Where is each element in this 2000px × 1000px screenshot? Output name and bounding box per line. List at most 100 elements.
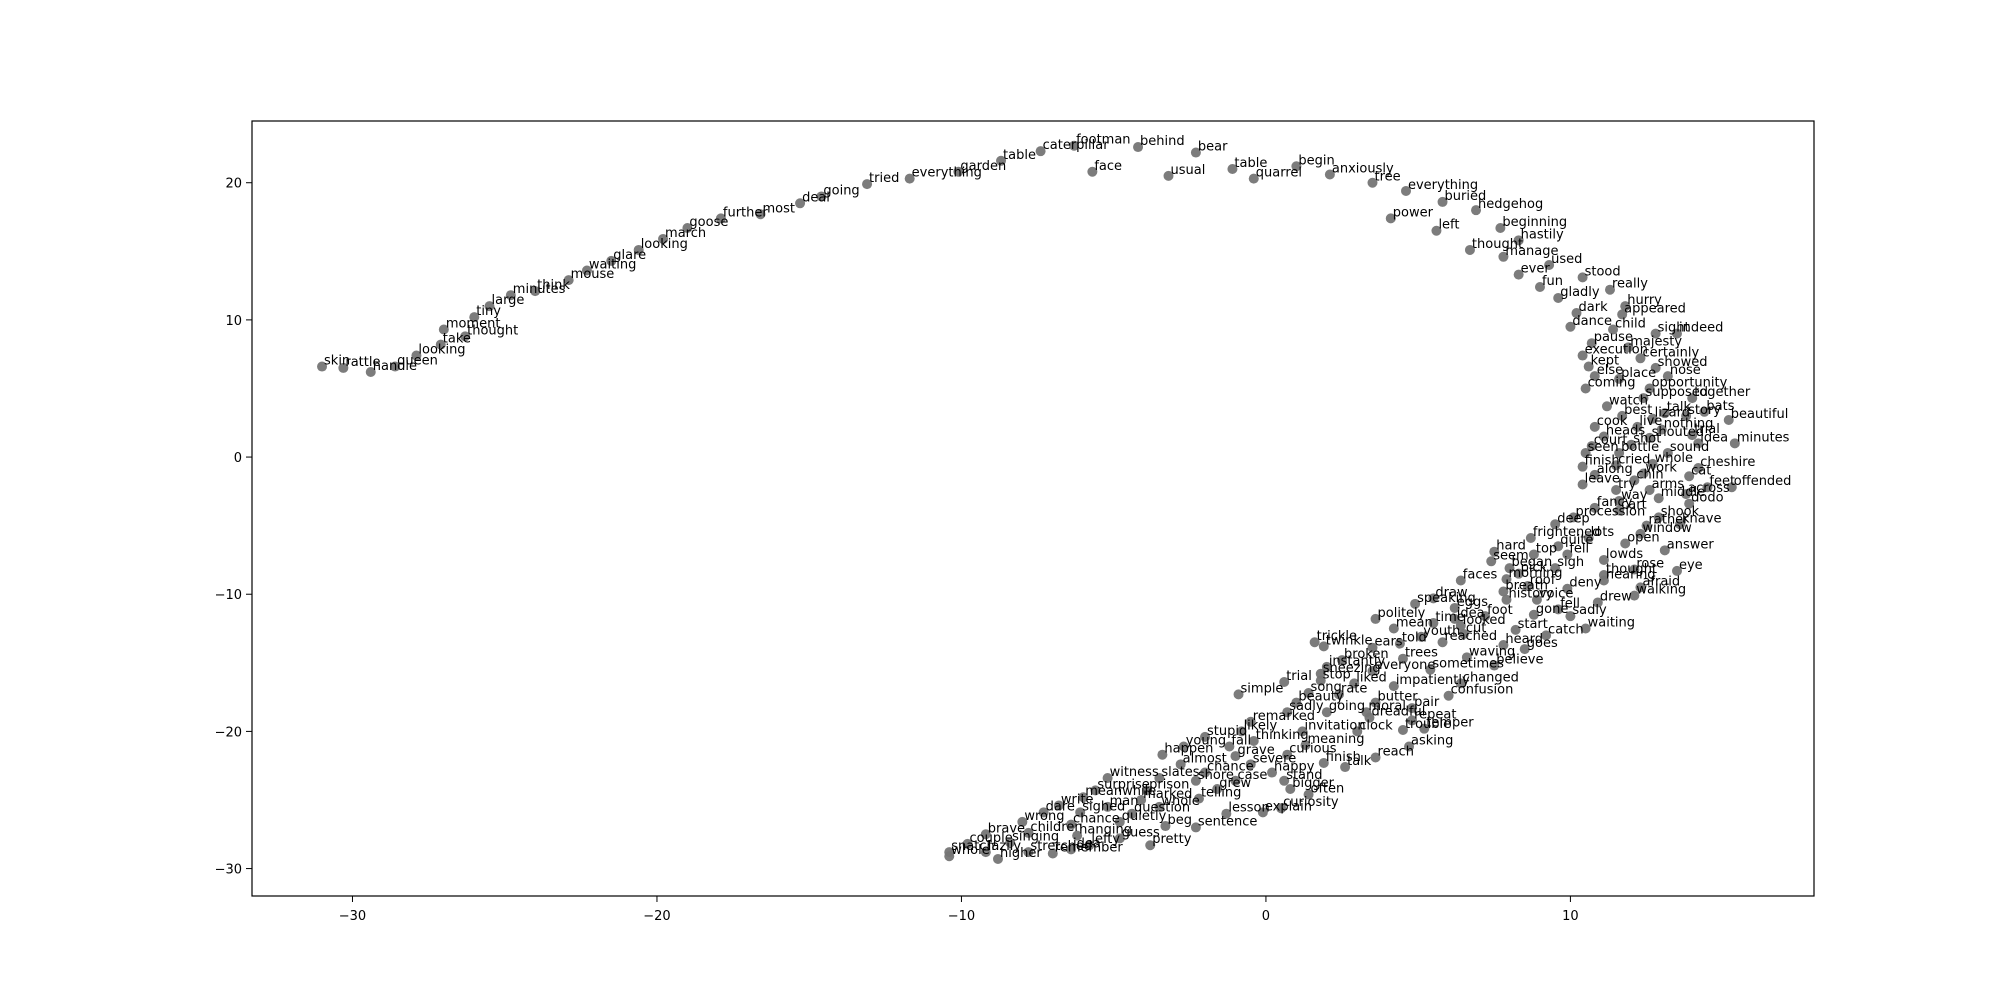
scatter-point [1145, 840, 1156, 851]
point-label: history [1508, 587, 1553, 602]
scatter-point [1498, 639, 1509, 650]
scatter-point [1519, 644, 1530, 655]
point-label: sound [1670, 440, 1709, 455]
scatter-point [1650, 328, 1661, 339]
point-label: across [1688, 481, 1730, 496]
point-label: fun [1542, 274, 1563, 289]
scatter-point [1553, 292, 1564, 303]
point-label: snatch [951, 839, 994, 854]
scatter-point [1486, 556, 1497, 567]
point-label: hastily [1521, 227, 1564, 242]
point-label: bottle [1621, 440, 1659, 455]
scatter-point [606, 255, 617, 266]
scatter-point [317, 361, 328, 372]
scatter-point [715, 213, 726, 224]
point-label: changed [1463, 670, 1519, 685]
point-label: shouted [1652, 425, 1705, 440]
point-label: roof [1530, 573, 1556, 588]
scatter-point [1675, 519, 1686, 530]
scatter-point [1729, 438, 1740, 449]
scatter-point [1513, 568, 1524, 579]
scatter-point [1370, 613, 1381, 624]
scatter-point [980, 829, 991, 840]
scatter-point [1611, 460, 1622, 471]
scatter-point [530, 286, 541, 297]
y-tick-label: 10 [225, 314, 242, 329]
point-label: lots [1591, 525, 1615, 540]
scatter-point [1550, 563, 1561, 574]
point-label: chin [1636, 467, 1663, 482]
scatter-point [1437, 637, 1448, 648]
scatter-point [1601, 401, 1612, 412]
point-label: sentence [1198, 814, 1258, 829]
scatter-point [1227, 164, 1238, 175]
point-label: dodo [1691, 491, 1723, 506]
point-label: rattle [345, 355, 380, 370]
x-tick-label: 0 [1262, 909, 1270, 924]
point-label: almost [1183, 751, 1227, 766]
scatter-point [1644, 484, 1655, 495]
scatter-point [1090, 785, 1101, 796]
scatter-point [1404, 741, 1415, 752]
point-label: breath [1505, 578, 1548, 593]
point-label: cat [1691, 463, 1711, 478]
point-label: start [1518, 617, 1548, 632]
scatter-point [1504, 563, 1515, 574]
scatter-point [390, 361, 401, 372]
scatter-point [1684, 471, 1695, 482]
x-tick-label: −30 [339, 909, 366, 924]
scatter-point [1087, 166, 1098, 177]
scatter-point [1102, 801, 1113, 812]
point-label: manage [1505, 244, 1558, 259]
point-label: leave [1585, 471, 1620, 486]
scatter-point [1583, 532, 1594, 543]
scatter-point [1614, 373, 1625, 384]
point-label: grave [1237, 743, 1274, 758]
scatter-point [338, 362, 349, 373]
point-label: along [1597, 462, 1633, 477]
point-label: faces [1463, 568, 1498, 583]
scatter-point [1175, 759, 1186, 770]
scatter-point [1656, 424, 1667, 435]
point-label: quarrel [1256, 166, 1302, 181]
scatter-point [1723, 415, 1734, 426]
scatter-point [563, 275, 574, 286]
scatter-point [1285, 784, 1296, 795]
scatter-point [1589, 371, 1600, 382]
point-label: finish [1585, 454, 1620, 469]
point-label: question [1134, 801, 1190, 816]
scatter-point [1303, 687, 1314, 698]
point-label: kept [1591, 354, 1619, 369]
scatter-point [1522, 581, 1533, 591]
point-label: moment [446, 316, 501, 331]
scatter-point [1102, 773, 1113, 784]
scatter-point [1620, 301, 1631, 312]
scatter-point [1638, 393, 1649, 404]
scatter-point [862, 179, 873, 190]
scatter-point [1370, 697, 1381, 708]
point-label: offended [1734, 474, 1792, 489]
point-label: confusion [1451, 683, 1514, 698]
scatter-point [469, 312, 480, 323]
point-label: buried [1445, 189, 1487, 204]
point-label: moral [1368, 699, 1406, 714]
scatter-point [1233, 689, 1244, 700]
point-labels: skinrattlehandlequeenlookingtakethoughtm… [324, 133, 1791, 861]
scatter-point [980, 847, 991, 858]
point-label: child [1615, 316, 1646, 331]
scatter-point [1580, 447, 1591, 458]
point-label: believe [1496, 653, 1543, 668]
scatter-point [1437, 196, 1448, 207]
point-label: trees [1405, 646, 1438, 661]
point-label: beautiful [1731, 407, 1789, 422]
scatter-point [1407, 715, 1418, 726]
scatter-point [1133, 142, 1144, 153]
point-label: thinking [1256, 728, 1309, 743]
scatter-point [1449, 613, 1460, 624]
point-label: butter [1378, 690, 1419, 705]
scatter-point [1023, 827, 1034, 838]
point-label: liked [1356, 670, 1387, 685]
point-label: best [1624, 403, 1652, 418]
point-label: waving [1469, 644, 1515, 659]
point-label: quietly [1122, 809, 1167, 824]
